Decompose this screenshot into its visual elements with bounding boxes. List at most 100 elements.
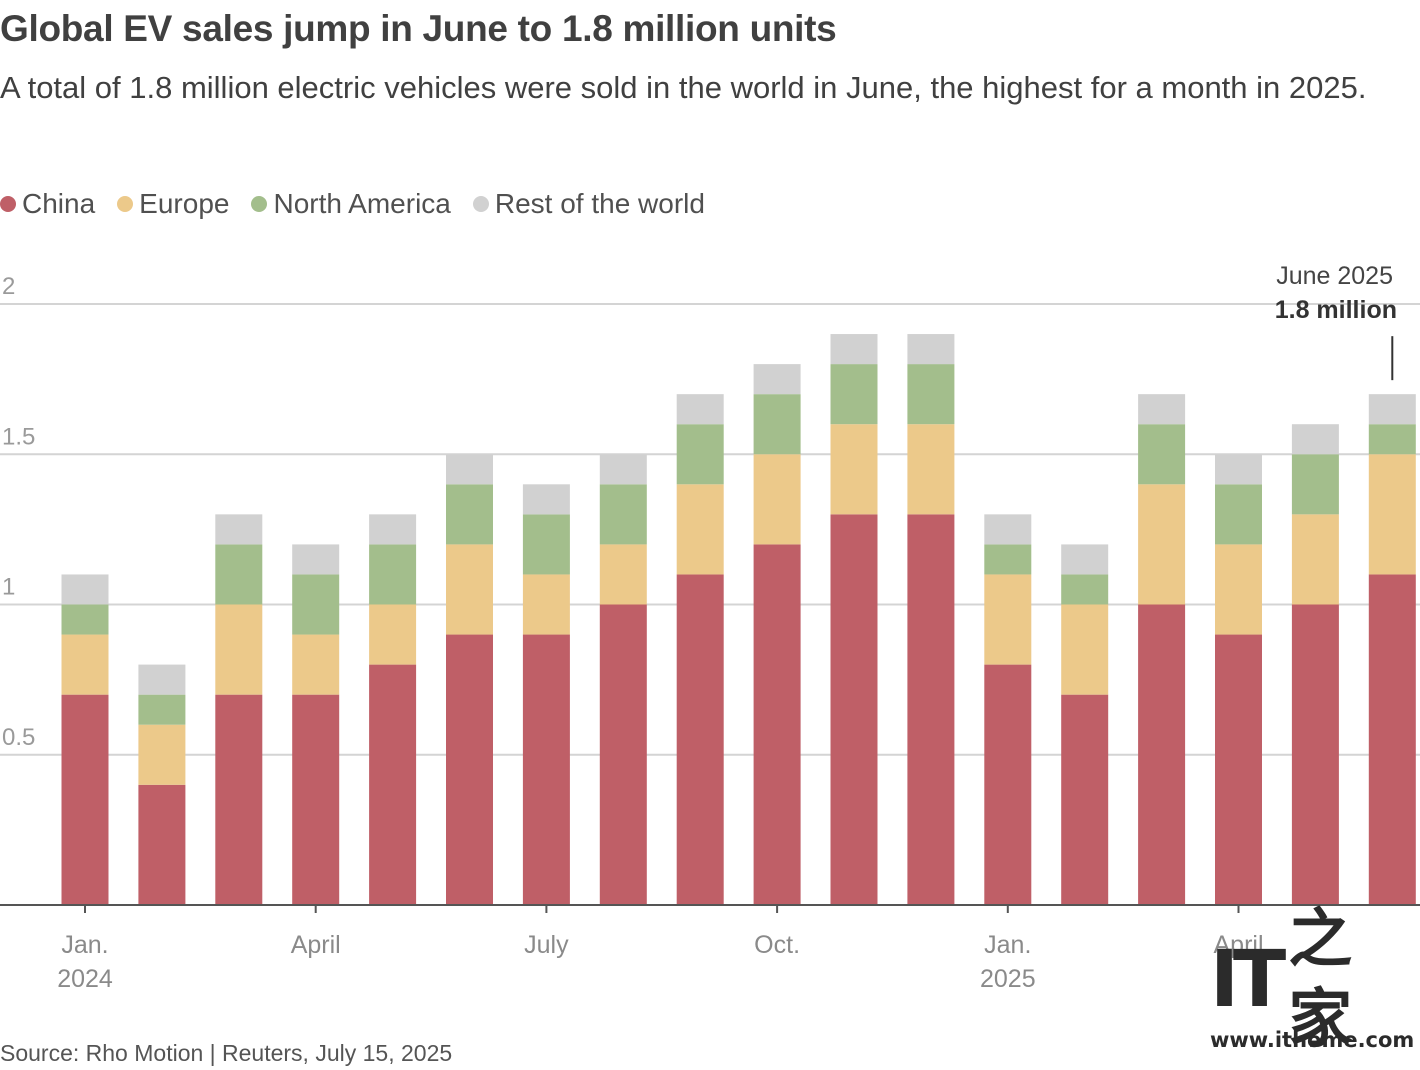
x-tick-label: July (524, 931, 569, 959)
bar-segment-china (984, 664, 1032, 905)
bar-segment-europe (830, 424, 878, 515)
x-tick-label: Jan. (984, 931, 1031, 959)
x-tick-label: April (291, 931, 341, 959)
legend-swatch-europe (117, 196, 134, 212)
bar-segment-europe (1061, 604, 1109, 695)
legend: China Europe North America Rest of the w… (0, 186, 705, 222)
legend-label-north-america: North America (273, 188, 451, 219)
bar-segment-north-america (1291, 454, 1339, 515)
bar-segment-north-america (1061, 574, 1109, 605)
bar-segment-rest-of-the-world (61, 574, 109, 605)
y-tick-label: 1.5 (2, 423, 35, 450)
bar-segment-rest-of-the-world (1138, 394, 1186, 425)
bar-segment-china (1061, 694, 1109, 905)
bar-segment-china (907, 514, 955, 905)
watermark: IT 之家 www.ithome.com (1208, 902, 1414, 1060)
bar-segment-europe (753, 454, 801, 545)
bar-segment-europe (522, 574, 570, 635)
bar-segment-china (676, 574, 724, 905)
bar-segment-north-america (61, 604, 109, 635)
bar-segment-europe (1291, 514, 1339, 605)
watermark-logo: IT 之家 (1210, 902, 1408, 1057)
bar-segment-rest-of-the-world (369, 514, 417, 545)
bar-segment-europe (984, 574, 1032, 665)
bar-segment-rest-of-the-world (907, 334, 955, 365)
bar-segment-north-america (753, 394, 801, 455)
legend-item-rest-of-world: Rest of the world (472, 188, 705, 220)
bar-segment-north-america (522, 514, 570, 575)
x-tick-label: Oct. (754, 931, 800, 959)
legend-label-europe: Europe (139, 188, 230, 219)
bar-segment-rest-of-the-world (1061, 544, 1109, 575)
bar-segment-north-america (1368, 424, 1416, 455)
bar-segment-europe (1215, 544, 1262, 635)
x-tick-label: Jan. (61, 931, 108, 959)
bar-segment-europe (676, 484, 724, 575)
annotation-value: 1.8 million (1275, 296, 1397, 324)
bar-segment-north-america (215, 544, 263, 605)
bar-segment-europe (599, 544, 647, 605)
bar-segment-rest-of-the-world (292, 544, 340, 575)
legend-swatch-rest-of-world (472, 196, 489, 212)
bar-segment-china (753, 544, 801, 905)
annotation-label: June 2025 (1276, 262, 1393, 290)
bar-segment-north-america (830, 364, 878, 425)
y-tick-label: 2 (2, 273, 15, 300)
bar-segment-rest-of-the-world (446, 454, 493, 485)
bar-segment-europe (1138, 484, 1186, 605)
bar-segment-north-america (599, 484, 647, 545)
legend-swatch-north-america (251, 196, 268, 212)
bar-segment-china (61, 694, 109, 905)
legend-label-rest-of-world: Rest of the world (494, 188, 705, 219)
bar-segment-europe (907, 424, 955, 515)
bar-segment-europe (215, 604, 263, 695)
bar-segment-china (1291, 604, 1339, 905)
bar-segment-china (138, 784, 186, 905)
bar-segment-europe (1368, 454, 1416, 575)
y-tick-label: 0.5 (2, 724, 35, 751)
bar-segment-rest-of-the-world (676, 394, 724, 425)
source-note: Source: Rho Motion | Reuters, July 15, 2… (0, 1040, 453, 1066)
bar-segment-north-america (1215, 484, 1262, 545)
bar-segment-rest-of-the-world (984, 514, 1032, 545)
bar-segment-north-america (1138, 424, 1186, 485)
bar-segment-china (292, 694, 340, 905)
bar-segment-china (599, 604, 647, 905)
bar-segment-china (522, 634, 570, 905)
bar-segment-china (215, 694, 263, 905)
legend-item-china: China (0, 188, 95, 220)
bar-segment-europe (61, 634, 109, 695)
chart-title: Global EV sales jump in June to 1.8 mill… (0, 8, 837, 49)
bar-segment-north-america (907, 364, 955, 425)
watermark-logo-latin: IT (1210, 935, 1286, 1025)
bar-segment-china (1368, 574, 1416, 905)
bar-segment-rest-of-the-world (215, 514, 263, 545)
bar-segment-rest-of-the-world (753, 364, 801, 395)
bar-segment-china (446, 634, 493, 905)
stacked-bar-chart: 0.5 1 1.5 2 Jan. 2024 April July Oct. Jan. 2025 Apr… (0, 262, 1420, 993)
x-tick-label: April (1213, 931, 1263, 959)
bar-segment-china (1215, 634, 1262, 905)
bar-segment-europe (138, 724, 186, 785)
bar-segment-north-america (369, 544, 417, 605)
bar-segment-china (830, 514, 878, 905)
x-tick-label: 2024 (57, 965, 113, 993)
bar-segment-north-america (138, 694, 186, 725)
watermark-logo-cjk: 之家 (1288, 902, 1353, 1057)
chart-subtitle: A total of 1.8 million electric vehicles… (0, 70, 1367, 105)
legend-swatch-china (0, 196, 16, 212)
watermark-url: www.ithome.com (1210, 1028, 1415, 1052)
bar-segment-north-america (676, 424, 724, 485)
legend-item-europe: Europe (117, 188, 229, 220)
bar-segment-europe (292, 634, 340, 695)
bar-segment-rest-of-the-world (138, 664, 186, 695)
bar-segment-rest-of-the-world (522, 484, 570, 515)
bar-segment-north-america (292, 574, 340, 635)
x-tick-label: 2025 (980, 965, 1036, 993)
bar-segment-europe (446, 544, 493, 635)
bar-segment-rest-of-the-world (1215, 454, 1262, 485)
bar-segment-north-america (446, 484, 493, 545)
bar-segment-rest-of-the-world (1368, 394, 1416, 425)
bar-segment-china (1138, 604, 1186, 905)
bar-segment-rest-of-the-world (830, 334, 878, 365)
